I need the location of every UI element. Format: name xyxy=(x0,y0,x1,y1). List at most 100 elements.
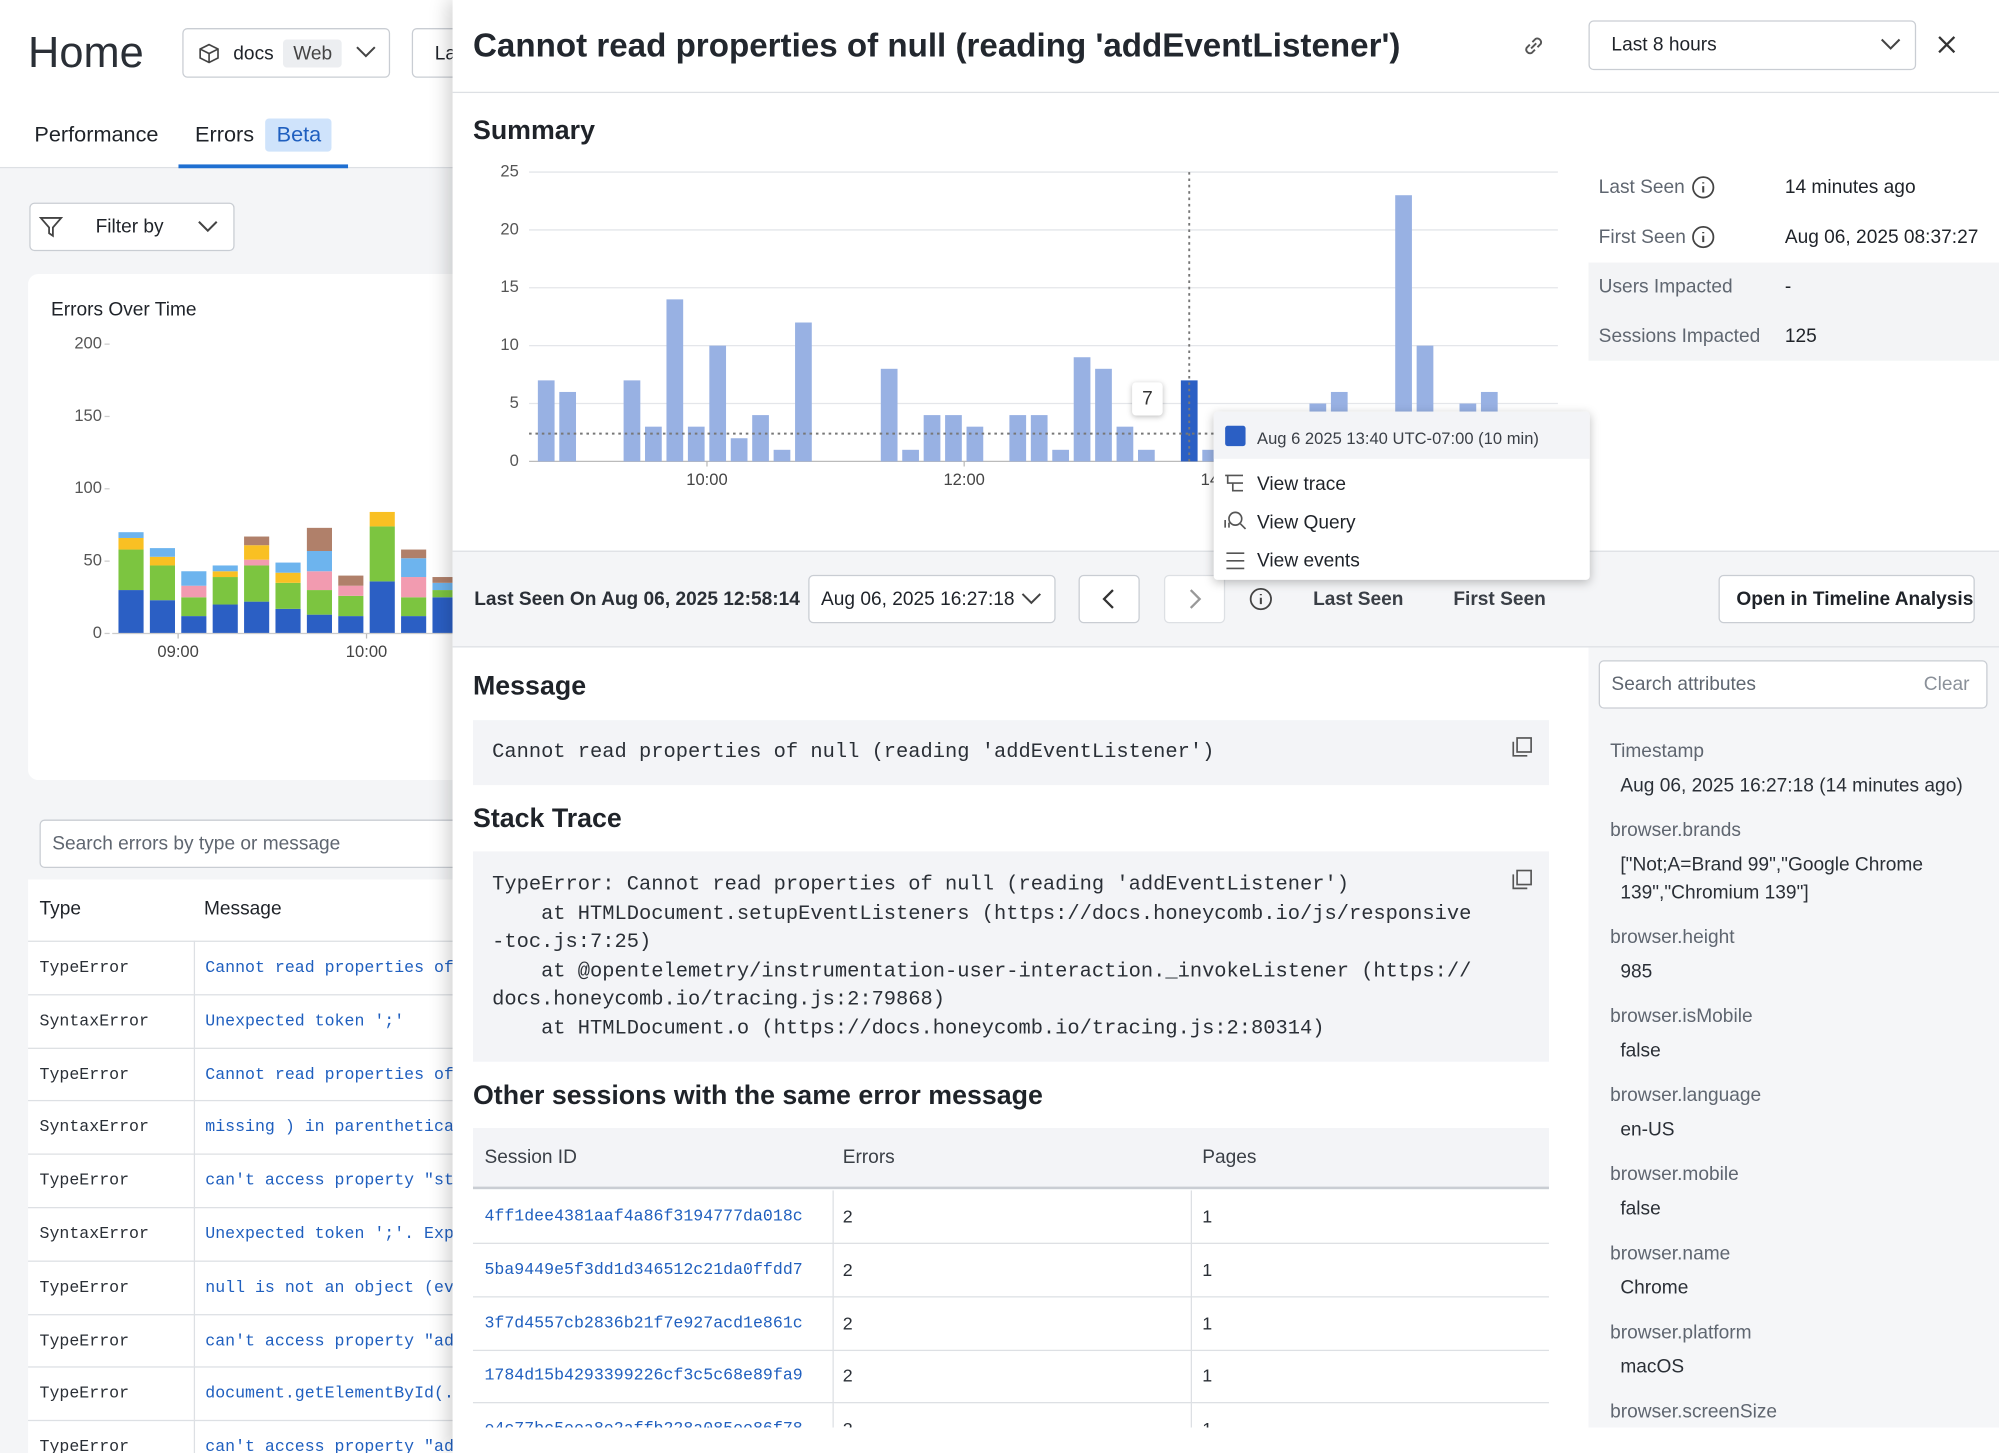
error-message[interactable]: can't access property "ad xyxy=(205,1330,454,1350)
event-select[interactable] xyxy=(808,574,1056,624)
bar xyxy=(709,345,727,462)
menu-icons xyxy=(1224,474,1247,570)
session-id[interactable]: 1784d15b4293399226cf3c5c68e89fa9 xyxy=(484,1366,803,1386)
bar xyxy=(1073,357,1091,462)
open-button-bg[interactable] xyxy=(1718,574,1975,624)
x-tick-label: 10:00 xyxy=(686,470,727,489)
session-id[interactable]: 4ff1dee4381aaf4a86f3194777da018c xyxy=(484,1206,803,1226)
prev-button[interactable] xyxy=(1078,574,1140,624)
header-bg xyxy=(0,0,459,169)
menu-item[interactable]: View Query xyxy=(1257,511,1356,534)
tab[interactable]: Performance xyxy=(34,122,159,147)
tooltip xyxy=(1213,411,1590,580)
attr-key: browser.mobile xyxy=(1610,1163,1739,1186)
attr-key: browser.name xyxy=(1610,1242,1731,1265)
section-heading: Message xyxy=(472,671,587,702)
bar-segment xyxy=(432,582,458,591)
bar-segment xyxy=(306,527,332,551)
bar-segment xyxy=(212,565,238,572)
last-seen-on: Last Seen On Aug 06, 2025 12:58:14 xyxy=(474,588,800,610)
bar-segment xyxy=(149,548,175,557)
cell-border xyxy=(193,993,196,1048)
time-select[interactable] xyxy=(1588,20,1917,71)
bar xyxy=(559,391,577,462)
menu-item[interactable]: View trace xyxy=(1257,473,1346,496)
bar-segment xyxy=(244,536,270,546)
session-id[interactable]: 5ba9449e5f3dd1d346512c21da0ffdd7 xyxy=(484,1259,803,1279)
error-message[interactable]: Unexpected token ';'. Exp xyxy=(205,1224,454,1244)
section-heading: Stack Trace xyxy=(472,804,622,834)
error-message[interactable]: Cannot read properties of xyxy=(205,1064,454,1084)
attr-key: browser.height xyxy=(1610,926,1735,949)
table-header xyxy=(472,1127,1549,1190)
open-button[interactable]: Open in Timeline Analysis xyxy=(1736,588,1974,610)
jump-button[interactable]: First Seen xyxy=(1453,588,1546,610)
attr-value: Aug 06, 2025 16:27:18 (14 minutes ago) xyxy=(1620,774,1963,797)
bar xyxy=(1009,415,1027,462)
cell-border xyxy=(193,1420,196,1453)
jump-button[interactable]: Last Seen xyxy=(1313,588,1404,610)
bar-segment xyxy=(212,571,238,578)
clear-button[interactable]: Clear xyxy=(1923,673,1970,696)
chevron xyxy=(1880,38,1901,50)
stat-label: First Seen xyxy=(1598,226,1686,248)
y-tick-label: 5 xyxy=(510,393,519,412)
project-name: docs xyxy=(233,42,274,65)
error-message[interactable]: Unexpected token ';' xyxy=(205,1011,405,1031)
message-text: Cannot read properties of null (reading … xyxy=(492,740,1215,764)
session-cell: 2 xyxy=(842,1205,853,1227)
y-tick-label: 25 xyxy=(500,161,518,180)
stats: Last Seen 14 minutes ago First Seen Aug 06,… xyxy=(0,0,1999,382)
menu-item[interactable]: View events xyxy=(1257,549,1360,572)
close-icon[interactable] xyxy=(1935,33,1958,56)
bar-segment xyxy=(338,585,364,596)
bar-segment xyxy=(369,511,395,527)
y-tick-label: 100 xyxy=(74,478,102,497)
bar xyxy=(945,415,962,462)
cell-border xyxy=(1190,1350,1193,1404)
bar-segment xyxy=(338,575,364,586)
info-icon xyxy=(1692,176,1715,199)
error-message[interactable]: null is not an object (ev xyxy=(205,1277,454,1297)
error-message[interactable]: Cannot read properties of xyxy=(205,957,454,977)
cell-border xyxy=(193,1100,196,1154)
session-id[interactable]: e4c77bc5eea8e2affb228a085ee86f78 xyxy=(484,1419,802,1427)
bar-segment xyxy=(149,565,175,601)
copy-icon[interactable] xyxy=(1512,737,1532,757)
attr-search[interactable] xyxy=(1598,660,1988,709)
cell-border xyxy=(1190,1243,1193,1297)
error-message[interactable]: can't access property "ad xyxy=(205,1437,454,1453)
y-tick-label: 0 xyxy=(93,623,102,642)
bar xyxy=(537,380,555,462)
bar-segment xyxy=(118,549,144,591)
y-tick-label: 15 xyxy=(500,277,518,296)
cell-border xyxy=(193,1207,196,1261)
session-id[interactable]: 3f7d4557cb2836b21f7e927acd1e861c xyxy=(484,1312,803,1333)
bar xyxy=(773,449,791,462)
table-bg xyxy=(28,879,488,1453)
tab[interactable]: Errors xyxy=(195,122,255,147)
copy-icon[interactable] xyxy=(1512,869,1532,890)
event-time: Aug 06, 2025 16:27:18 xyxy=(821,588,1015,610)
session-cell: 1 xyxy=(1202,1259,1213,1280)
link-icon[interactable] xyxy=(1520,32,1548,60)
filter-button[interactable] xyxy=(29,202,235,252)
x-tick-label: 09:00 xyxy=(157,642,198,661)
next-button[interactable] xyxy=(1163,574,1226,624)
error-message[interactable]: can't access property "st xyxy=(205,1170,454,1191)
divider xyxy=(452,91,1999,94)
attr-value: false xyxy=(1620,1198,1661,1220)
column-header: Errors xyxy=(842,1146,895,1169)
cell-border xyxy=(1190,1296,1193,1351)
y-tick-label: 200 xyxy=(74,334,102,353)
bar-segment xyxy=(244,565,270,602)
error-message[interactable]: document.getElementById(. xyxy=(205,1384,454,1404)
error-type: TypeError xyxy=(39,1170,130,1191)
search-placeholder: Search errors by type or message xyxy=(52,832,341,855)
bar-segment xyxy=(369,581,395,634)
time-range: Last 8 hours xyxy=(1611,33,1717,56)
bar-segment xyxy=(149,600,175,634)
search-box[interactable] xyxy=(39,819,473,868)
error-message[interactable]: missing ) in parenthetica xyxy=(205,1117,454,1137)
bar-segment xyxy=(401,549,427,559)
